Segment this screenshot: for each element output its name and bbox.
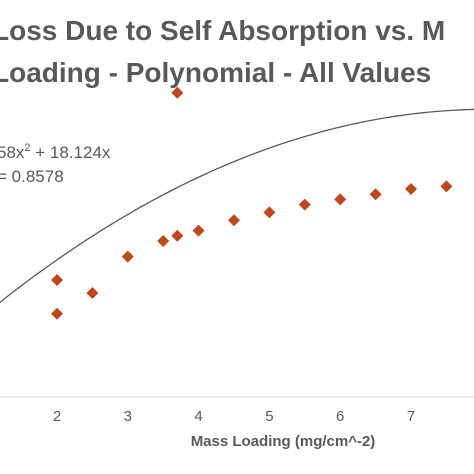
data-point-14 xyxy=(405,183,417,195)
x-axis-label: Mass Loading (mg/cm^-2) xyxy=(191,433,376,450)
x-tick-label-3: 3 xyxy=(124,408,132,425)
data-point-12 xyxy=(334,193,347,206)
data-point-4 xyxy=(121,250,134,263)
x-tick-labels: 2 3 4 5 6 7 xyxy=(53,408,415,425)
data-point-9 xyxy=(228,214,240,227)
trendline-curve xyxy=(0,108,474,304)
data-point-10 xyxy=(263,206,276,219)
data-point-11 xyxy=(298,198,311,211)
x-tick-label-5: 5 xyxy=(265,408,273,425)
x-tick-label-6: 6 xyxy=(336,408,344,425)
trendline-r-squared: = 0.8578 xyxy=(0,167,64,186)
data-point-2 xyxy=(51,307,63,320)
equation-exponent: 2 xyxy=(24,142,30,154)
data-point-7 xyxy=(171,86,184,99)
data-point-1 xyxy=(51,274,63,286)
data-point-6 xyxy=(171,229,184,242)
x-tick-label-4: 4 xyxy=(194,408,202,425)
chart-title-line2: Loading - Polynomial - All Values xyxy=(0,57,431,88)
x-tick-label-2: 2 xyxy=(53,408,61,425)
data-point-3 xyxy=(86,287,99,299)
equation-part2: + 18.124x xyxy=(31,143,111,162)
trendline-equation: 58x2 + 18.124x xyxy=(0,142,111,162)
data-point-13 xyxy=(369,188,382,201)
equation-part1: 58x xyxy=(0,143,25,162)
data-point-5 xyxy=(157,235,170,247)
x-tick-label-7: 7 xyxy=(407,408,415,425)
chart-title-line1: Loss Due to Self Absorption vs. M xyxy=(0,15,445,46)
data-points xyxy=(51,86,453,320)
data-point-8 xyxy=(192,224,205,237)
data-point-15 xyxy=(440,180,453,193)
